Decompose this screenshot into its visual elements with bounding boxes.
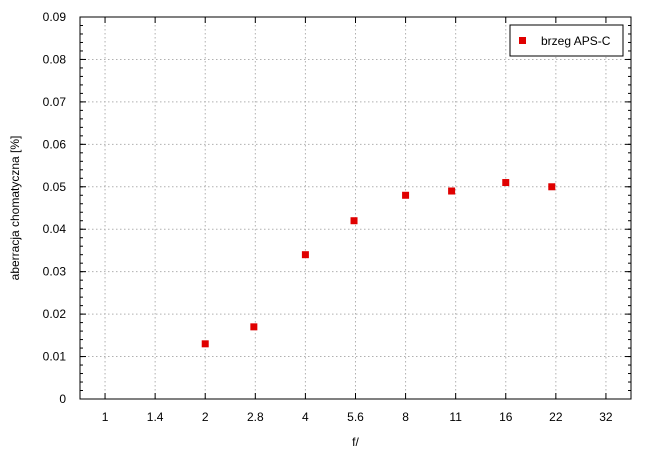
data-point xyxy=(548,183,556,191)
x-tick-label: 4 xyxy=(302,410,309,424)
y-tick-label: 0.07 xyxy=(43,95,67,109)
data-point xyxy=(402,191,410,199)
y-tick-label: 0.02 xyxy=(43,307,67,321)
y-tick-label: 0.05 xyxy=(43,180,67,194)
x-tick-label: 22 xyxy=(549,410,563,424)
y-tick-label: 0.01 xyxy=(43,350,67,364)
data-points xyxy=(201,179,556,348)
x-tick-label: 16 xyxy=(499,410,513,424)
x-tick-label: 1 xyxy=(102,410,109,424)
data-point xyxy=(448,187,456,195)
legend-box xyxy=(509,24,624,57)
x-tick-label: 1.4 xyxy=(147,410,164,424)
y-tick-label: 0.06 xyxy=(43,137,67,151)
y-tick-label: 0.04 xyxy=(43,222,67,236)
y-axis-label: aberracja chomatyczna [%] xyxy=(8,136,22,281)
x-tick-label: 8 xyxy=(402,410,409,424)
y-tick-label: 0.09 xyxy=(43,10,67,24)
x-tick-label: 5.6 xyxy=(347,410,364,424)
data-point xyxy=(502,179,510,187)
y-tick-label: 0.03 xyxy=(43,265,67,279)
x-tick-label: 32 xyxy=(599,410,613,424)
data-point xyxy=(201,340,209,348)
legend-marker xyxy=(519,37,526,44)
x-tick-label: 2.8 xyxy=(247,410,264,424)
x-tick-label: 2 xyxy=(202,410,209,424)
legend: brzeg APS-C xyxy=(509,24,624,57)
legend-entry: brzeg APS-C xyxy=(541,34,611,48)
x-tick-label: 11 xyxy=(449,410,462,424)
axis-ticks xyxy=(80,16,631,400)
data-point xyxy=(350,217,358,225)
tick-labels: 0 0.01 0.02 0.03 0.04 0.05 0.06 0.07 0.08 0.09 1 1.… xyxy=(43,10,613,424)
y-tick-label: 0.08 xyxy=(43,52,67,66)
x-axis-label: f/ xyxy=(352,435,359,449)
y-tick-label: 0 xyxy=(59,392,66,406)
data-point xyxy=(301,251,309,259)
data-point xyxy=(250,323,258,331)
